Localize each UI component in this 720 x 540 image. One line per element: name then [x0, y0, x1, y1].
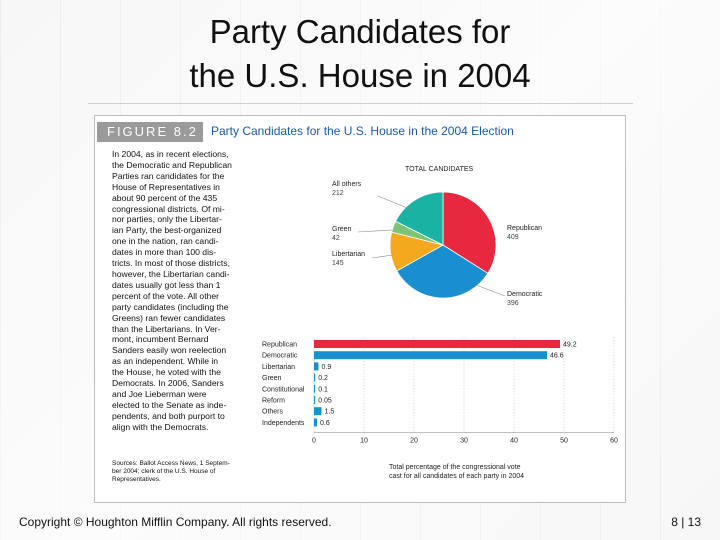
figure-title: Party Candidates for the U.S. House in t…: [211, 124, 514, 138]
bar-category-independents: Independents: [262, 420, 305, 427]
pie-value-republican: 409: [507, 234, 519, 241]
pie-label-all-others: All others: [332, 181, 362, 188]
bar-democratic: [314, 351, 547, 360]
bar-category-green: Green: [262, 375, 282, 382]
pie-title: TOTAL CANDIDATES: [405, 166, 474, 173]
bar-xtick-0: 0: [312, 438, 316, 445]
bar-value-constitutional: 0.1: [318, 386, 328, 393]
pie-label-libertarian: Libertarian: [332, 251, 365, 258]
bar-xtick-50: 50: [560, 438, 568, 445]
bar-xlabel-line-1: Total percentage of the congressional vo…: [389, 464, 521, 471]
figure-source-note: Sources: Ballot Access News, 1 Septem- b…: [112, 460, 230, 483]
bar-independents: [314, 418, 317, 427]
pie-leader-libertarian: [371, 254, 394, 259]
pie-value-green: 42: [332, 235, 340, 242]
slide-title-line-1: Party Candidates for: [209, 13, 511, 50]
figure-panel: FIGURE 8.2 Party Candidates for the U.S.…: [94, 115, 626, 503]
bar-value-libertarian: 0.9: [322, 364, 332, 371]
bar-xtick-60: 60: [610, 438, 618, 445]
slide-title-line-2: the U.S. House in 2004: [189, 57, 531, 94]
bar-category-democratic: Democratic: [262, 353, 298, 360]
page-number: 8 | 13: [671, 515, 701, 529]
bar-xtick-20: 20: [410, 438, 418, 445]
bar-category-constitutional: Constitutional: [262, 386, 305, 393]
bar-value-republican: 49.2: [563, 342, 577, 349]
bar-xtick-10: 10: [360, 438, 368, 445]
figure-number-bar: [97, 122, 203, 142]
bar-category-reform: Reform: [262, 398, 285, 405]
bar-xlabel-line-2: cast for all candidates of each party in…: [389, 473, 524, 480]
pie-label-green: Green: [332, 226, 352, 233]
bar-value-independents: 0.6: [320, 420, 330, 427]
bar-republican: [314, 340, 560, 348]
bar-constitutional: [314, 384, 316, 393]
copyright-text: Copyright © Houghton Mifflin Company. Al…: [19, 515, 332, 529]
bar-others: [314, 407, 322, 416]
bar-category-others: Others: [262, 409, 284, 416]
pie-leader-green: [357, 229, 393, 233]
bar-xtick-30: 30: [460, 438, 468, 445]
pie-leader-others: [377, 195, 413, 211]
bar-value-reform: 0.05: [318, 398, 332, 405]
bar-green: [314, 373, 316, 382]
pie-label-democratic: Democratic: [507, 291, 543, 298]
bar-libertarian: [314, 362, 319, 371]
bar-value-green: 0.2: [318, 375, 328, 382]
title-divider: [88, 103, 633, 104]
figure-body-text: In 2004, as in recent elections, the Dem…: [112, 149, 232, 432]
pie-value-all-others: 212: [332, 190, 344, 197]
pie-slice-all-others: [395, 191, 444, 246]
bar-category-republican: Republican: [262, 342, 297, 349]
slide-title: Party Candidates for the U.S. House in 2…: [0, 10, 720, 98]
pie-label-republican: Republican: [507, 225, 542, 232]
bar-xtick-40: 40: [510, 438, 518, 445]
bar-reform: [314, 396, 316, 404]
bar-category-libertarian: Libertarian: [262, 364, 295, 371]
bar-value-democratic: 46.6: [550, 353, 564, 360]
pie-value-democratic: 396: [507, 300, 519, 307]
pie-leader-democratic: [475, 284, 506, 297]
bar-value-others: 1.5: [325, 409, 335, 416]
figure-number: FIGURE 8.2: [107, 124, 198, 139]
pie-value-libertarian: 145: [332, 260, 344, 267]
